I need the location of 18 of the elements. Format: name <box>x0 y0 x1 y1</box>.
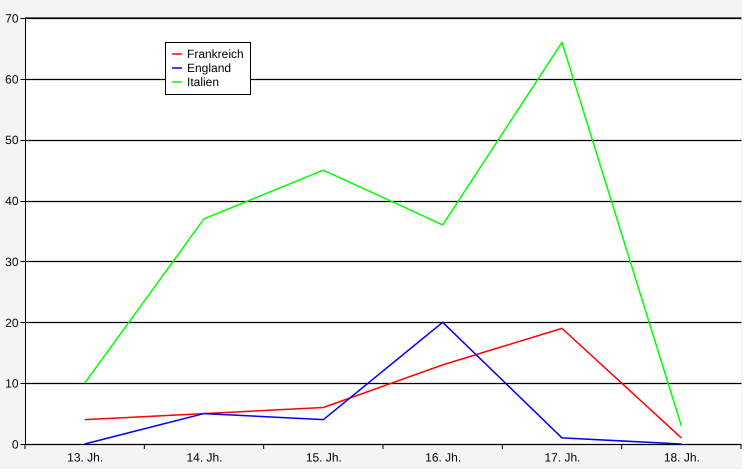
x-tick-label: 18. Jh. <box>664 450 700 464</box>
x-tick-label: 15. Jh. <box>306 450 342 464</box>
y-tick-label: 60 <box>5 72 19 86</box>
x-tick-label: 17. Jh. <box>544 450 581 464</box>
y-tick-label: 50 <box>5 133 19 148</box>
x-tick-label: 16. Jh. <box>425 450 462 464</box>
x-tick-label: 13. Jh. <box>67 450 104 464</box>
y-tick-label: 20 <box>5 316 19 330</box>
y-tick-label: 70 <box>5 12 19 26</box>
y-tick-label: 40 <box>5 194 19 208</box>
y-tick-label: 30 <box>5 254 19 269</box>
x-tick-label: 14. Jh. <box>186 450 223 464</box>
y-tick-label: 10 <box>5 376 19 391</box>
line-series <box>84 42 682 426</box>
y-tick-label: 0 <box>12 438 19 452</box>
legend-label: Frankreich <box>187 47 244 61</box>
legend-label: Italien <box>187 75 220 89</box>
legend-label: England <box>187 61 232 75</box>
